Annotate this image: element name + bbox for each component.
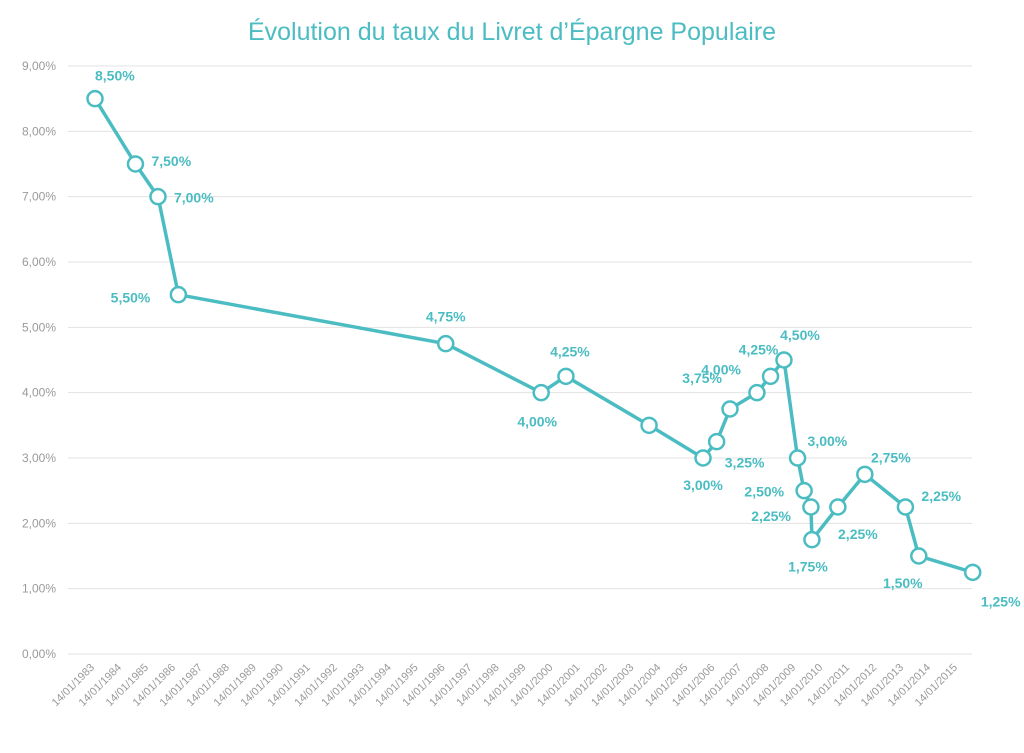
data-label: 2,75% <box>871 449 911 465</box>
data-point <box>557 367 575 386</box>
y-tick-label: 8,00% <box>22 124 56 138</box>
data-point <box>721 400 739 418</box>
data-points <box>86 89 982 582</box>
data-point <box>803 530 821 549</box>
data-label: 8,50% <box>95 68 135 84</box>
data-point <box>707 432 726 451</box>
data-point <box>761 367 780 386</box>
data-label: 7,00% <box>174 190 214 206</box>
chart-title: Évolution du taux du Livret d’Épargne Po… <box>247 18 777 46</box>
data-point <box>795 481 813 500</box>
y-tick-label: 2,00% <box>22 516 56 530</box>
data-label: 3,00% <box>683 477 723 493</box>
data-point <box>126 155 145 173</box>
data-label: 4,25% <box>550 343 590 359</box>
y-tick-label: 7,00% <box>22 190 56 204</box>
data-label: 4,75% <box>426 309 466 325</box>
data-label: 3,00% <box>808 433 848 449</box>
data-point <box>802 498 820 516</box>
y-tick-label: 1,00% <box>22 582 56 596</box>
data-label: 3,75% <box>682 370 722 386</box>
y-tick-label: 5,00% <box>22 320 56 334</box>
data-point <box>532 383 550 402</box>
data-label: 2,50% <box>744 484 784 500</box>
data-point <box>775 351 793 369</box>
data-point <box>829 498 847 516</box>
data-label: 4,00% <box>701 362 741 378</box>
data-point <box>788 449 807 467</box>
data-point <box>86 89 104 108</box>
y-tick-label: 6,00% <box>22 255 56 269</box>
data-point <box>640 416 658 435</box>
data-label: 7,50% <box>151 153 191 169</box>
y-tick-label: 3,00% <box>22 451 56 465</box>
data-point <box>963 563 982 582</box>
data-label: 4,25% <box>739 341 779 357</box>
data-point <box>748 383 766 402</box>
data-point <box>149 187 167 206</box>
data-label: 4,50% <box>780 327 820 343</box>
y-tick-label: 0,00% <box>22 647 56 661</box>
data-label: 2,25% <box>838 526 878 542</box>
y-tick-label: 4,00% <box>22 386 56 400</box>
gridlines <box>68 65 972 655</box>
data-label: 1,75% <box>788 559 828 575</box>
y-tick-label: 9,00% <box>22 59 56 73</box>
data-label: 1,25% <box>981 593 1021 609</box>
data-label: 2,25% <box>921 488 961 504</box>
data-point <box>694 449 712 467</box>
data-point <box>436 334 455 353</box>
data-labels: 8,50% 7,50% 7,00% 5,50% 4,75% 4,00% 4,25% 3,00%… <box>95 68 1021 610</box>
data-point <box>169 285 188 304</box>
data-label: 1,50% <box>883 575 923 591</box>
data-point <box>856 465 874 484</box>
data-label: 3,25% <box>725 455 765 471</box>
y-axis-ticks: 0,00% 1,00% 2,00% 3,00% 4,00% 5,00% 6,00% 7,00%… <box>22 59 56 661</box>
data-label: 2,25% <box>751 508 791 524</box>
data-point <box>910 547 928 565</box>
x-axis-ticks: 14/01/198314/01/198414/01/198514/01/1986… <box>50 662 960 709</box>
data-label: 4,00% <box>517 414 557 430</box>
data-point <box>896 498 915 516</box>
data-label: 5,50% <box>111 290 151 306</box>
